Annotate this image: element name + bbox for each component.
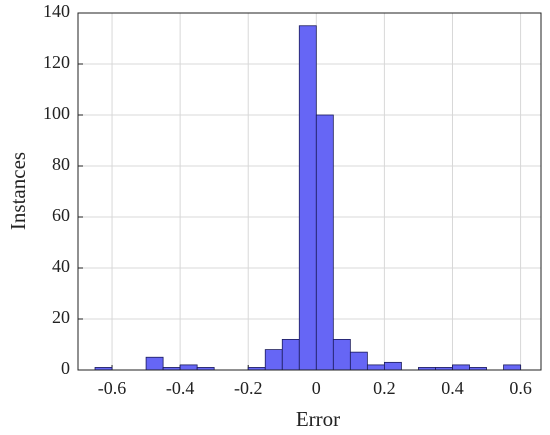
y-tick-label: 0 bbox=[61, 358, 70, 378]
y-tick-label: 120 bbox=[43, 52, 70, 72]
y-tick-label: 60 bbox=[52, 205, 70, 225]
bar bbox=[349, 351, 368, 371]
y-tick-label: 40 bbox=[52, 256, 70, 276]
bar bbox=[264, 349, 283, 371]
bar bbox=[366, 364, 385, 371]
x-tick-label: -0.6 bbox=[98, 378, 127, 398]
x-tick-label: -0.4 bbox=[166, 378, 195, 398]
bar bbox=[179, 364, 198, 371]
y-axis-label: Instances bbox=[6, 152, 30, 230]
bar bbox=[145, 356, 164, 371]
x-tick-label: 0.4 bbox=[441, 378, 464, 398]
bar bbox=[281, 338, 300, 371]
bar bbox=[332, 338, 351, 371]
y-tick-label: 100 bbox=[43, 103, 70, 123]
x-tick-label: 0.6 bbox=[509, 378, 532, 398]
bar bbox=[452, 364, 470, 371]
x-axis-label: Error bbox=[296, 407, 340, 431]
bar bbox=[298, 25, 317, 371]
x-tick-label: -0.2 bbox=[234, 378, 263, 398]
bar bbox=[315, 114, 334, 371]
bar bbox=[503, 364, 521, 371]
y-tick-label: 20 bbox=[52, 307, 70, 327]
y-tick-label: 140 bbox=[43, 1, 70, 21]
x-tick-label: 0.2 bbox=[373, 378, 396, 398]
plot-frame bbox=[77, 12, 542, 371]
y-tick-label: 80 bbox=[52, 154, 70, 174]
x-tick-label: 0 bbox=[312, 378, 321, 398]
bar bbox=[383, 361, 402, 371]
